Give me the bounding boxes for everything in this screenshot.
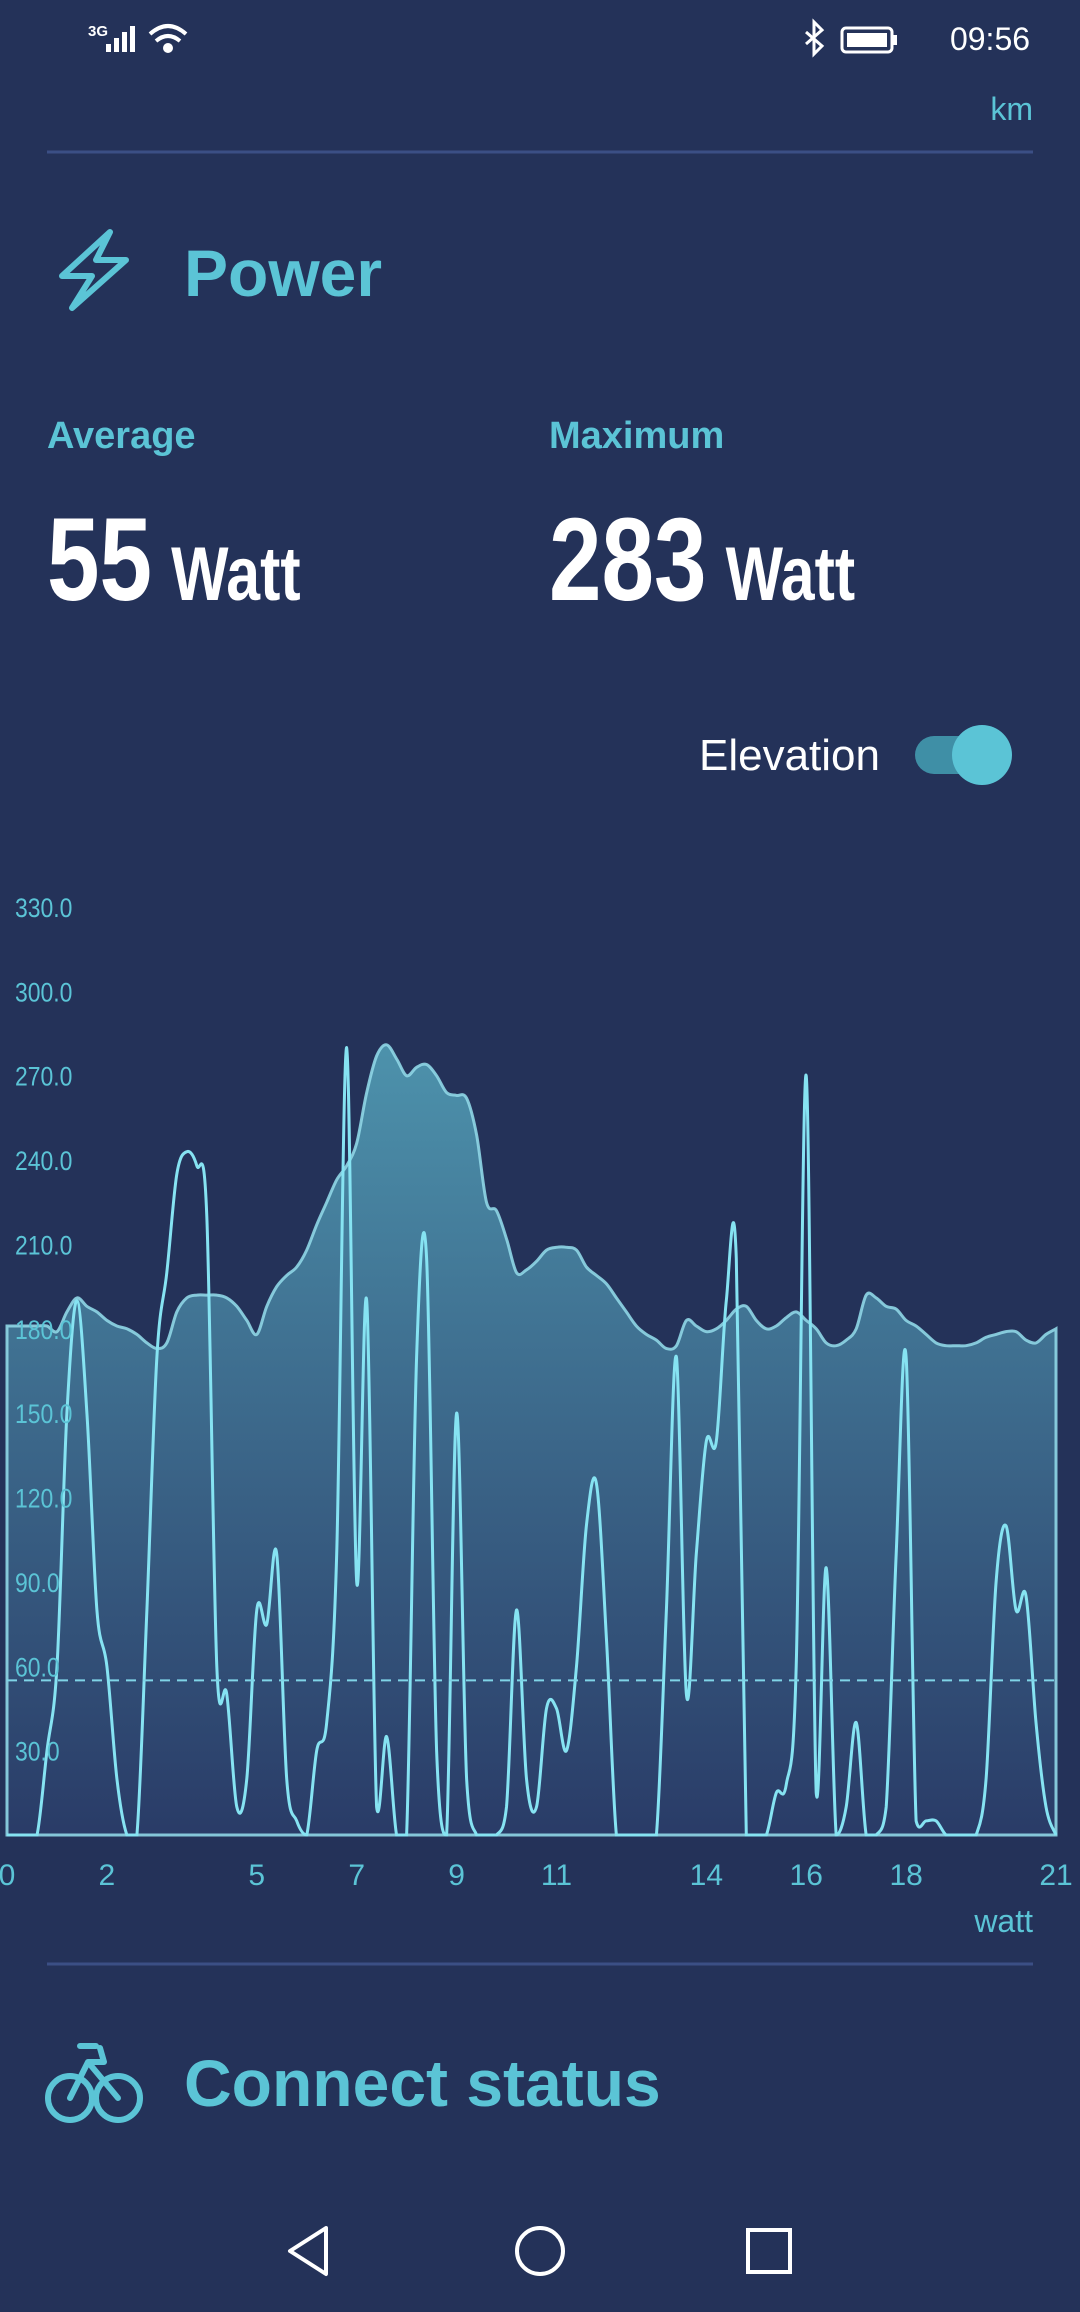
wifi-icon <box>148 24 188 53</box>
stat-unit: Watt <box>726 532 855 617</box>
section-title: Power <box>184 236 382 310</box>
toggle-knob[interactable] <box>952 725 1012 785</box>
y-tick-label: 300.0 <box>15 978 72 1008</box>
y-tick-label: 120.0 <box>15 1484 72 1514</box>
y-tick-label: 180.0 <box>15 1315 72 1345</box>
stat-value: 283 Watt <box>549 493 855 626</box>
y-tick-label: 210.0 <box>15 1231 72 1261</box>
nav-back[interactable] <box>288 2226 328 2276</box>
y-tick-label: 330.0 <box>15 893 72 923</box>
y-tick-label: 30.0 <box>15 1737 60 1767</box>
stat-number: 55 <box>47 493 152 626</box>
battery-icon <box>840 26 897 54</box>
stat-number: 283 <box>549 493 706 626</box>
elevation-area <box>5 1043 1058 1837</box>
elevation-toggle[interactable] <box>915 725 1012 785</box>
y-tick-label: 240.0 <box>15 1146 72 1176</box>
x-tick-label: 7 <box>348 1859 365 1892</box>
unit-label: km <box>990 91 1033 127</box>
x-tick-label: 2 <box>99 1859 116 1892</box>
x-tick-label: 5 <box>248 1859 265 1892</box>
toggle-label: Elevation <box>699 731 880 780</box>
x-tick-label: 14 <box>690 1859 723 1892</box>
chart: 30.060.090.0120.0150.0180.0210.0240.0270… <box>0 893 1073 1939</box>
bluetooth-icon <box>805 18 825 58</box>
nav-home[interactable] <box>515 2226 565 2276</box>
x-tick-label: 16 <box>790 1859 823 1892</box>
x-tick-label: 21 <box>1039 1859 1072 1892</box>
y-tick-label: 90.0 <box>15 1568 60 1598</box>
bike-icon <box>45 2043 143 2123</box>
y-tick-label: 270.0 <box>15 1062 72 1092</box>
y-tick-label: 60.0 <box>15 1653 60 1683</box>
stat-label: Average <box>47 415 196 457</box>
x-tick-label: 18 <box>889 1859 922 1892</box>
x-tick-label: 11 <box>541 1859 572 1892</box>
signal-icon <box>106 26 135 52</box>
y-tick-label: 150.0 <box>15 1399 72 1429</box>
x-tick-label: 9 <box>448 1859 465 1892</box>
section-title: Connect status <box>184 2046 661 2120</box>
power-line <box>7 1046 1058 1837</box>
x-tick-label: 0 <box>0 1859 15 1892</box>
nav-recent[interactable] <box>746 2228 792 2274</box>
power-icon <box>59 229 129 311</box>
x-axis-label: watt <box>973 1903 1033 1939</box>
stat-label: Maximum <box>549 415 724 457</box>
stat-value: 55 Watt <box>47 493 301 626</box>
clock: 09:56 <box>950 21 1030 57</box>
stat-unit: Watt <box>171 532 300 617</box>
network-type: 3G <box>88 23 108 40</box>
